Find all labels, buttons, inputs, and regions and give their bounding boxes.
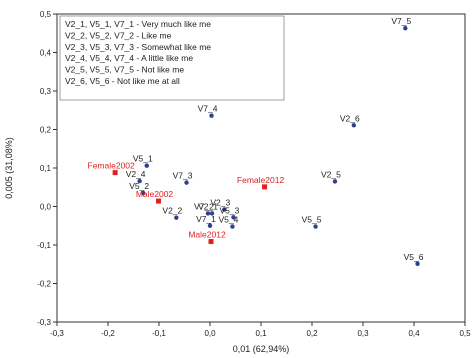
point-marker — [222, 207, 227, 212]
y-axis-ticks: 0,5 0,4 0,3 0,2 0,1 0,0 -0,1 -0,2 -0,3 — [37, 10, 57, 327]
point-label: V2_4 — [126, 169, 146, 179]
point-marker — [137, 178, 142, 184]
legend-line: V2_4, V5_4, V7_4 - A little like me — [65, 53, 193, 63]
x-tick-label: 0,3 — [357, 329, 369, 338]
y-tick-label: 0,3 — [40, 87, 52, 96]
point-marker — [209, 113, 214, 118]
point-marker — [205, 211, 211, 216]
point-marker — [207, 223, 213, 228]
point-label: V5_4 — [219, 215, 239, 225]
point-label: V2_6 — [340, 113, 360, 123]
x-tick-label: -0,2 — [101, 329, 115, 338]
point-marker — [332, 179, 338, 184]
point-label: V7_2 — [194, 201, 214, 211]
point-marker — [231, 215, 236, 220]
point-marker — [351, 123, 357, 128]
point-label: V2_3 — [210, 198, 230, 208]
point-label: V7_4 — [198, 104, 218, 114]
point-label: V2_2 — [162, 206, 182, 216]
point-marker — [262, 184, 268, 190]
y-tick-label: 0,2 — [40, 126, 52, 135]
y-tick-label: -0,1 — [37, 241, 51, 250]
y-tick-label: -0,2 — [37, 280, 51, 289]
legend-line: V2_6, V5_6 - Not like me at all — [65, 76, 180, 86]
y-axis-title: 0,005 (31,08%) — [4, 137, 14, 199]
point-marker — [209, 211, 215, 216]
x-tick-label: 0,0 — [204, 329, 216, 338]
point-marker — [403, 26, 408, 31]
point-marker — [415, 261, 420, 267]
point-label: V5_3 — [220, 205, 240, 215]
point-marker — [174, 215, 179, 220]
point-label: V2_5 — [321, 169, 341, 179]
point-marker — [313, 224, 318, 229]
point-marker — [184, 180, 189, 185]
legend-line: V2_2, V5_2, V7_2 - Like me — [65, 30, 172, 40]
point-marker — [144, 163, 149, 168]
legend-line: V2_3, V5_3, V7_3 - Somewhat like me — [65, 42, 211, 52]
y-tick-label: 0,0 — [40, 203, 52, 212]
point-label: V2_1 — [198, 201, 218, 211]
point-label: V5_5 — [302, 215, 322, 225]
point-marker — [208, 239, 214, 245]
point-label: V7_3 — [173, 171, 193, 181]
point-marker — [155, 198, 161, 204]
legend-frame — [59, 15, 285, 101]
point-label: Female2002 — [88, 161, 136, 171]
point-label: Male2012 — [188, 230, 226, 240]
point-label: V7_5 — [391, 16, 411, 26]
point-label: V5_6 — [404, 252, 424, 262]
y-tick-label: -0,3 — [37, 318, 51, 327]
point-marker — [112, 170, 118, 176]
x-axis-title: 0,01 (62,94%) — [233, 344, 290, 354]
x-tick-label: 0,2 — [306, 329, 318, 338]
x-tick-label: 0,1 — [255, 329, 267, 338]
y-tick-label: 0,1 — [40, 164, 52, 173]
legend-box: V2_1, V5_1, V7_1 - Very much like meV2_2… — [59, 15, 285, 101]
data-points: V7_5 V2_6 V7_4 V5_1 V2_4 V7_3 V5_2 V2_5 V2_2 V7_2… — [88, 16, 424, 267]
point-label: V7_1 — [196, 214, 216, 224]
x-tick-label: 0,4 — [408, 329, 420, 338]
x-tick-label: -0,3 — [50, 329, 64, 338]
legend-line: V2_5, V5_5, V7_5 - Not like me — [65, 65, 184, 75]
x-tick-label: 0,5 — [459, 329, 471, 338]
point-label: V5_1 — [133, 154, 153, 164]
point-label: Male2002 — [136, 189, 174, 199]
y-tick-label: 0,4 — [40, 49, 52, 58]
point-marker — [140, 190, 146, 196]
x-tick-label: -0,1 — [152, 329, 166, 338]
point-marker — [230, 224, 235, 229]
point-label: Female2012 — [237, 175, 285, 185]
point-label: V5_2 — [129, 181, 149, 191]
x-axis-ticks: -0,3 -0,2 -0,1 0,0 0,1 0,2 0,3 0,4 0,5 — [50, 322, 471, 338]
legend-line: V2_1, V5_1, V7_1 - Very much like me — [65, 19, 211, 29]
y-tick-label: 0,5 — [40, 10, 52, 19]
